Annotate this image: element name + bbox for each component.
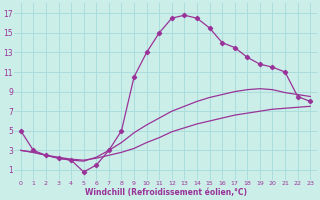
X-axis label: Windchill (Refroidissement éolien,°C): Windchill (Refroidissement éolien,°C)	[84, 188, 246, 197]
